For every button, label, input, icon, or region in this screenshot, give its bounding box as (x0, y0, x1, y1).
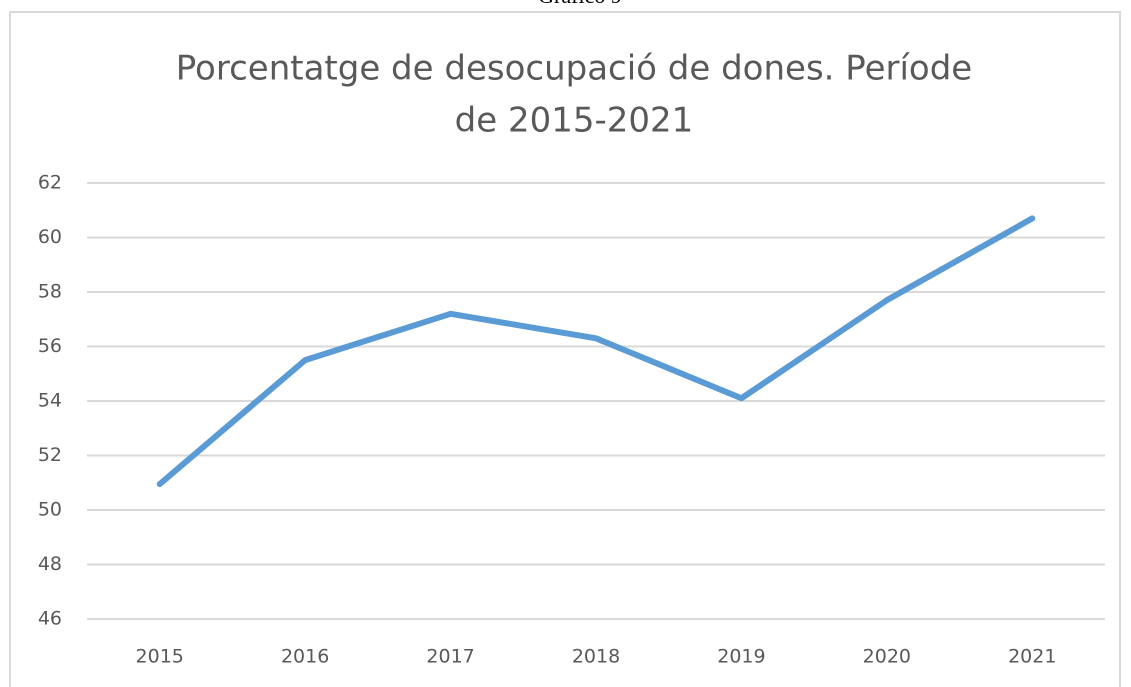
x-tick-label: 2020 (863, 646, 911, 668)
y-tick-label: 56 (38, 335, 62, 357)
x-tick-label: 2015 (136, 646, 184, 668)
x-tick-label: 2019 (717, 646, 765, 668)
y-tick-label: 60 (38, 226, 62, 248)
y-tick-label: 62 (38, 172, 62, 194)
chart-title: de 2015-2021 (455, 101, 694, 141)
data-line (156, 215, 1036, 488)
x-tick-label: 2021 (1008, 646, 1056, 668)
caption: Gráfico 9 (538, 0, 622, 8)
y-tick-label: 52 (38, 444, 62, 466)
chart-title: Porcentatge de desocupació de dones. Per… (176, 49, 972, 89)
y-tick-label: 46 (38, 608, 62, 630)
x-tick-label: 2018 (572, 646, 620, 668)
chart-border (9, 11, 1121, 687)
y-tick-label: 54 (38, 390, 62, 412)
y-tick-label: 48 (38, 553, 62, 575)
x-tick-label: 2017 (426, 646, 474, 668)
y-tick-label: 50 (38, 499, 62, 521)
y-tick-label: 58 (38, 281, 62, 303)
x-tick-label: 2016 (281, 646, 329, 668)
